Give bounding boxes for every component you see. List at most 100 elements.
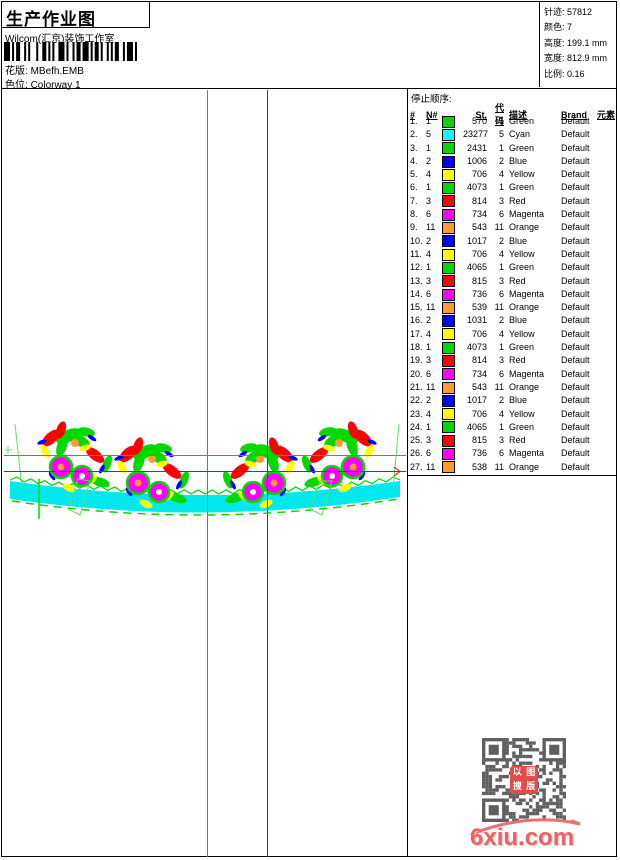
cell-code: 11: [494, 302, 504, 313]
cell-code: 11: [494, 461, 504, 472]
cell-code: 3: [498, 195, 504, 206]
cell-swatch: [442, 248, 463, 261]
stem-outline-right: [309, 480, 333, 516]
cell-stitches: 1017: [466, 235, 487, 246]
color-swatch: [442, 195, 455, 208]
table-row: 10. 2 1017 2 Blue Default: [408, 235, 617, 248]
cell-brand: Default: [561, 248, 590, 259]
cell-code: 3: [498, 355, 504, 366]
cell-swatch: [442, 408, 463, 421]
cell-index: 1.: [410, 116, 418, 126]
colorway-value: Colorway 1: [30, 80, 81, 91]
design-canvas: [4, 90, 406, 857]
cell-brand: Default: [561, 421, 590, 432]
cell-description: Blue: [509, 235, 528, 246]
cell-index: 21.: [410, 381, 423, 392]
cell-description: Blue: [509, 155, 528, 166]
cell-needle: 11: [426, 381, 436, 392]
cell-code: 1: [498, 421, 504, 432]
color-swatch: [442, 182, 455, 195]
cell-index: 10.: [410, 235, 423, 246]
color-swatch: [442, 461, 455, 474]
cell-stitches: 734: [471, 209, 487, 220]
cell-needle: 6: [426, 288, 432, 299]
cell-needle: 3: [426, 195, 432, 206]
cell-index: 6.: [410, 182, 418, 193]
color-swatch: [442, 235, 455, 248]
cell-needle: 4: [426, 328, 432, 339]
red-guide-arrow: [393, 466, 401, 477]
table-row: 5. 4 706 4 Yellow Default: [408, 168, 617, 181]
cell-description: Magenta: [509, 448, 545, 459]
cell-swatch: [442, 222, 463, 235]
cell-brand: Default: [561, 222, 590, 233]
cell-swatch: [442, 261, 463, 274]
cell-brand: Default: [561, 142, 590, 153]
cell-swatch: [442, 235, 463, 248]
cell-index: 7.: [410, 195, 418, 206]
height-line: 高度: 199.1 mm: [544, 37, 608, 48]
pattern-value: MBefh.EMB: [30, 66, 84, 77]
col-header-description: 描述: [509, 109, 528, 120]
cell-code: 1: [498, 116, 504, 126]
pattern-line: 花版: MBefh.EMB: [5, 62, 84, 77]
cell-needle: 2: [426, 235, 432, 246]
color-swatch: [442, 448, 455, 461]
cell-needle: 3: [426, 355, 432, 366]
color-swatch: [442, 434, 455, 447]
cell-description: Green: [509, 342, 535, 353]
cell-stitches: 706: [471, 328, 487, 339]
table-row: 20. 6 734 6 Magenta Default: [408, 368, 617, 381]
cell-index: 14.: [410, 288, 423, 299]
cell-needle: 4: [426, 248, 432, 259]
table-row: 11. 4 706 4 Yellow Default: [408, 248, 617, 261]
cell-swatch: [442, 301, 463, 314]
cell-swatch: [442, 142, 463, 155]
cell-index: 3.: [410, 142, 418, 153]
cell-needle: 3: [426, 435, 432, 446]
colorway-line: 色位: Colorway 1: [5, 76, 81, 91]
table-row: 16. 2 1031 2 Blue Default: [408, 314, 617, 328]
color-swatch: [442, 394, 455, 407]
cell-code: 2: [498, 315, 504, 326]
cell-stitches: 4073: [466, 342, 487, 353]
table-row: 18. 1 4073 1 Green Default: [408, 341, 617, 354]
table-row: 15. 11 539 11 Orange Default: [408, 301, 617, 314]
cell-needle: 6: [426, 448, 432, 459]
table-row: 23. 4 706 4 Yellow Default: [408, 408, 617, 421]
cell-description: Yellow: [509, 169, 535, 180]
cell-needle: 1: [426, 342, 432, 353]
cell-stitches: 736: [471, 288, 487, 299]
color-swatch: [442, 142, 455, 155]
table-row: 7. 3 814 3 Red Default: [408, 195, 617, 208]
cell-swatch: [442, 208, 463, 221]
color-swatch: [442, 288, 455, 301]
color-swatch: [442, 421, 455, 434]
cell-brand: Default: [561, 315, 590, 326]
cell-brand: Default: [561, 129, 590, 140]
cell-code: 6: [498, 368, 504, 379]
table-row: 22. 2 1017 2 Blue Default: [408, 394, 617, 407]
col-header-element: 元素: [597, 109, 616, 120]
cell-code: 6: [498, 288, 504, 299]
title-box: 生产作业图: [2, 2, 150, 29]
cell-code: 4: [498, 248, 504, 259]
table-row: 14. 6 736 6 Magenta Default: [408, 288, 617, 301]
cell-needle: 1: [426, 182, 432, 193]
cell-swatch: [442, 394, 463, 407]
color-swatch: [442, 115, 455, 128]
cell-needle: 1: [426, 116, 432, 126]
cell-swatch: [442, 461, 463, 474]
cell-description: Orange: [509, 302, 540, 313]
cell-stitches: 538: [471, 461, 487, 472]
stem-outline-left: [67, 478, 91, 516]
cell-brand: Default: [561, 435, 590, 446]
cell-swatch: [442, 354, 463, 367]
cell-brand: Default: [561, 381, 590, 392]
cell-stitches: 1031: [466, 315, 487, 326]
cell-brand: Default: [561, 235, 590, 246]
cell-stitches: 815: [471, 435, 487, 446]
cell-stitches: 1017: [466, 395, 487, 406]
table-row: 3. 1 2431 1 Green Default: [408, 142, 617, 155]
cell-index: 13.: [410, 275, 423, 286]
